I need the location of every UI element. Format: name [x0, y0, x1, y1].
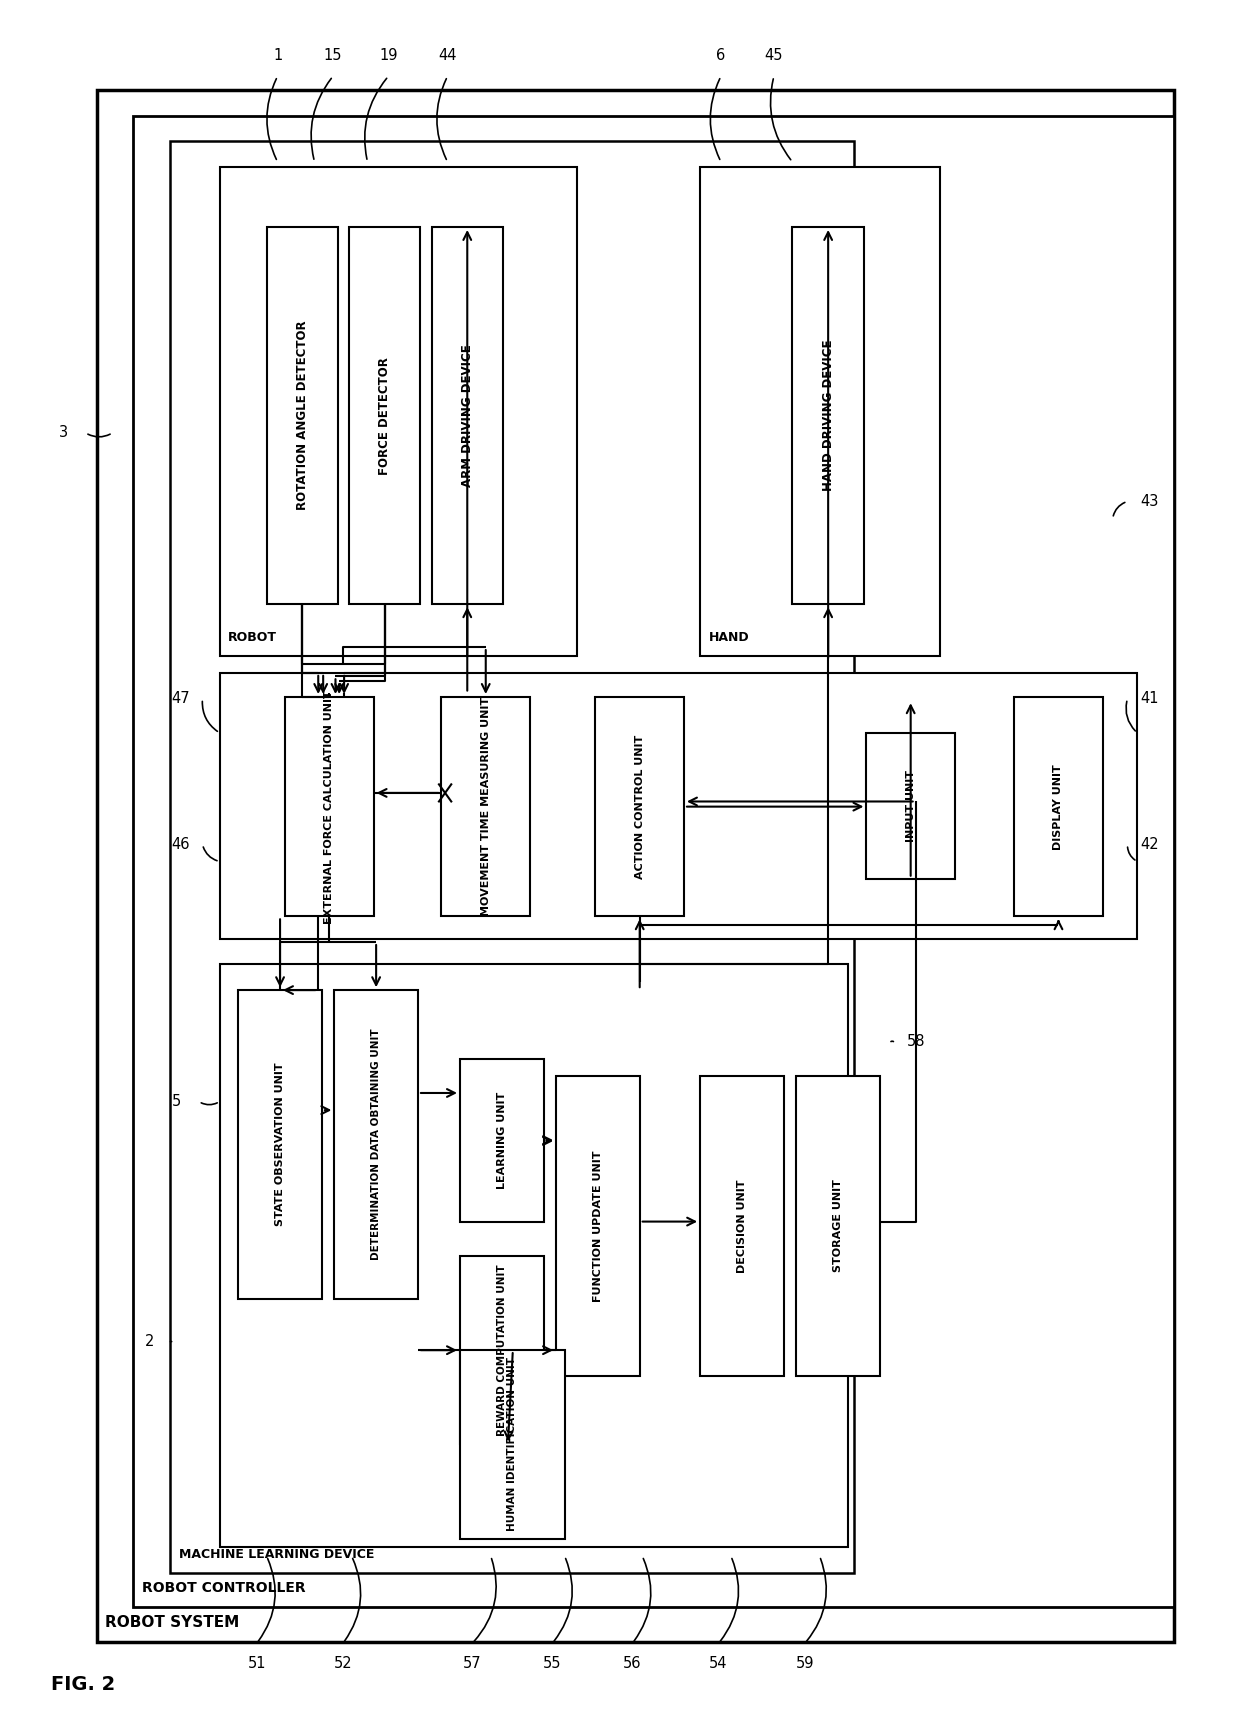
Bar [432, 227, 503, 605]
Text: ROBOT: ROBOT [228, 631, 278, 644]
Text: ROBOT SYSTEM: ROBOT SYSTEM [105, 1614, 239, 1630]
Text: INPUT UNIT: INPUT UNIT [905, 770, 915, 843]
Text: 44: 44 [438, 48, 456, 64]
Text: 6: 6 [717, 48, 725, 64]
Bar [792, 227, 864, 605]
Bar [701, 1075, 784, 1377]
Text: 42: 42 [1141, 837, 1159, 851]
Text: 43: 43 [1141, 495, 1159, 508]
Text: 45: 45 [765, 48, 784, 64]
Bar [556, 1075, 640, 1377]
Text: 41: 41 [1141, 691, 1159, 706]
Bar [460, 1256, 543, 1444]
Text: 5: 5 [172, 1094, 181, 1110]
Text: EXTERNAL FORCE CALCULATION UNIT: EXTERNAL FORCE CALCULATION UNIT [325, 689, 335, 924]
Text: LEARNING UNIT: LEARNING UNIT [497, 1091, 507, 1189]
Bar [460, 1351, 564, 1539]
Bar [595, 696, 684, 917]
Text: 47: 47 [171, 691, 190, 706]
Text: STORAGE UNIT: STORAGE UNIT [833, 1180, 843, 1272]
Text: FORCE DETECTOR: FORCE DETECTOR [378, 357, 392, 474]
Text: 51: 51 [248, 1656, 265, 1671]
Text: 52: 52 [334, 1656, 352, 1671]
Bar [867, 732, 955, 879]
Bar [219, 167, 577, 656]
Text: 56: 56 [622, 1656, 641, 1671]
Text: 59: 59 [796, 1656, 813, 1671]
Bar [267, 227, 339, 605]
Text: ROBOT CONTROLLER: ROBOT CONTROLLER [143, 1582, 306, 1595]
Bar [335, 991, 418, 1299]
Text: 55: 55 [543, 1656, 562, 1671]
Text: MACHINE LEARNING DEVICE: MACHINE LEARNING DEVICE [179, 1547, 374, 1561]
Text: STATE OBSERVATION UNIT: STATE OBSERVATION UNIT [275, 1063, 285, 1227]
Bar [285, 696, 373, 917]
Text: FIG. 2: FIG. 2 [51, 1675, 115, 1694]
Bar [701, 167, 940, 656]
Bar [238, 991, 322, 1299]
Text: ACTION CONTROL UNIT: ACTION CONTROL UNIT [635, 734, 645, 879]
Text: HUMAN IDENTIFICATION UNIT: HUMAN IDENTIFICATION UNIT [507, 1358, 517, 1532]
Text: 46: 46 [171, 837, 190, 851]
Bar [460, 1058, 543, 1222]
Text: DETERMINATION DATA OBTAINING UNIT: DETERMINATION DATA OBTAINING UNIT [371, 1029, 381, 1260]
Bar [219, 674, 1137, 939]
Text: 58: 58 [906, 1034, 925, 1049]
Bar [441, 696, 529, 917]
Text: FUNCTION UPDATE UNIT: FUNCTION UPDATE UNIT [593, 1151, 603, 1301]
Text: REWARD COMPUTATION UNIT: REWARD COMPUTATION UNIT [497, 1265, 507, 1435]
Text: 15: 15 [324, 48, 342, 64]
Text: 54: 54 [709, 1656, 728, 1671]
Text: 1: 1 [273, 48, 283, 64]
Text: 3: 3 [58, 426, 68, 441]
Text: MOVEMENT TIME MEASURING UNIT: MOVEMENT TIME MEASURING UNIT [481, 698, 491, 917]
Bar [796, 1075, 880, 1377]
Bar [1014, 696, 1102, 917]
Bar [348, 227, 420, 605]
Text: DISPLAY UNIT: DISPLAY UNIT [1054, 763, 1064, 849]
Text: 57: 57 [463, 1656, 481, 1671]
Bar [134, 115, 1174, 1608]
Text: ARM DRIVING DEVICE: ARM DRIVING DEVICE [461, 345, 474, 488]
Text: DECISION UNIT: DECISION UNIT [737, 1179, 746, 1273]
Text: 19: 19 [379, 48, 398, 64]
Text: ROTATION ANGLE DETECTOR: ROTATION ANGLE DETECTOR [295, 320, 309, 510]
Bar [219, 965, 848, 1547]
Bar [97, 90, 1174, 1642]
Bar [170, 141, 854, 1573]
Text: HAND DRIVING DEVICE: HAND DRIVING DEVICE [822, 339, 835, 491]
Text: 2: 2 [145, 1334, 154, 1349]
Text: HAND: HAND [709, 631, 749, 644]
